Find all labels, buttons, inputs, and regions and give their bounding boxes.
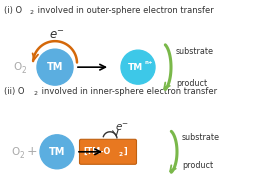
Circle shape [40, 135, 74, 169]
Text: 2: 2 [119, 152, 123, 157]
Circle shape [121, 50, 155, 84]
FancyBboxPatch shape [80, 139, 136, 164]
Text: $e^{-}$: $e^{-}$ [115, 122, 129, 133]
Text: +: + [27, 145, 37, 158]
Text: ]: ] [123, 147, 127, 156]
Text: 2: 2 [30, 10, 34, 15]
Text: 2: 2 [19, 151, 24, 160]
Text: 2: 2 [21, 66, 26, 75]
Text: (ii) O: (ii) O [4, 87, 24, 95]
Text: substrate: substrate [182, 133, 220, 142]
Text: involved in outer-sphere electron transfer: involved in outer-sphere electron transf… [35, 6, 214, 15]
Text: product: product [182, 161, 213, 170]
Text: [TM-O: [TM-O [83, 147, 111, 156]
Text: TM: TM [49, 147, 65, 157]
Text: $e^{-}$: $e^{-}$ [49, 29, 65, 42]
Text: O: O [14, 62, 22, 72]
Text: product: product [176, 79, 207, 88]
Text: O: O [12, 147, 20, 157]
Text: n+: n+ [145, 60, 153, 65]
Text: TM: TM [47, 62, 63, 72]
Text: substrate: substrate [176, 47, 214, 56]
Text: involved in inner-sphere electron transfer: involved in inner-sphere electron transf… [39, 87, 217, 95]
Text: TM: TM [128, 63, 144, 72]
Text: (i) O: (i) O [4, 6, 22, 15]
Text: 2: 2 [34, 91, 38, 96]
Circle shape [37, 49, 73, 85]
